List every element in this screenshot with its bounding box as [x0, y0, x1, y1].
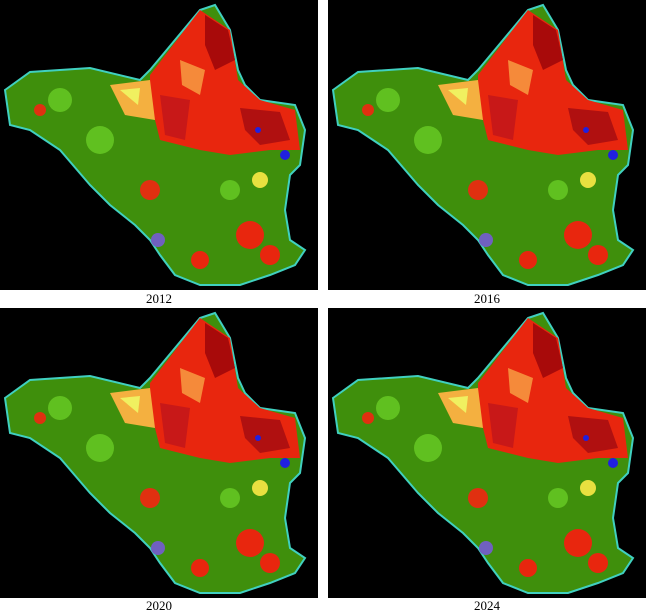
panel-label: 2012 — [146, 291, 172, 306]
map — [4, 312, 306, 594]
map-panel — [0, 0, 318, 290]
map — [332, 4, 634, 286]
map-panel — [328, 308, 646, 598]
panel-label: 2024 — [474, 598, 500, 613]
map — [332, 312, 634, 594]
map-panel — [328, 0, 646, 290]
panel-label: 2020 — [146, 598, 172, 613]
map-panel — [0, 308, 318, 598]
map — [4, 4, 306, 286]
panel-label: 2016 — [474, 291, 500, 306]
